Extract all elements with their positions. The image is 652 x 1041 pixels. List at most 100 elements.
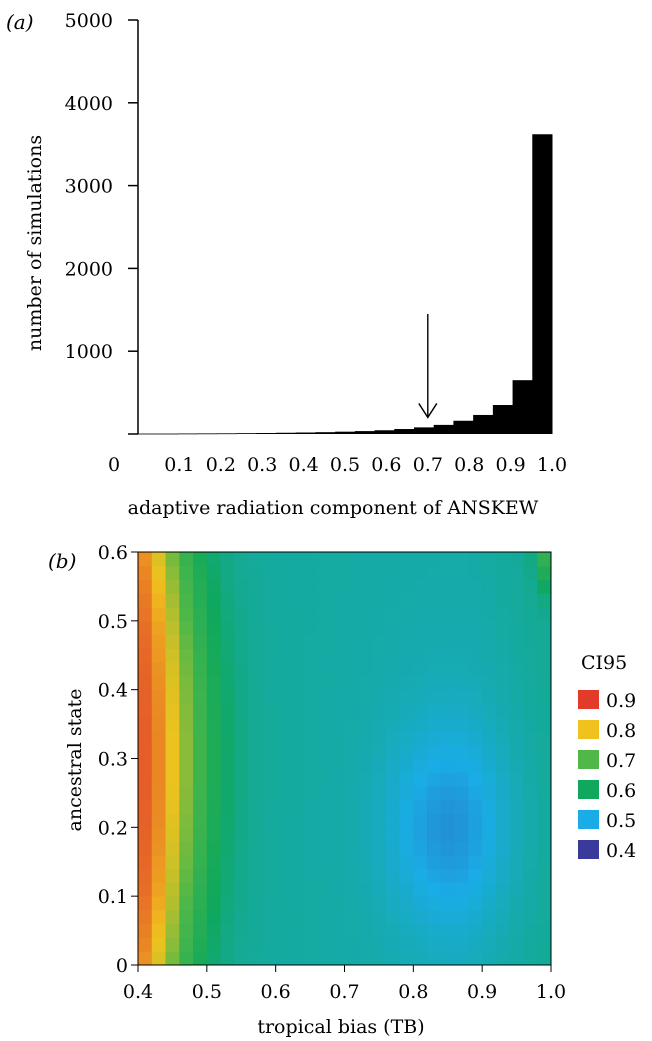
heatmap-cell [151, 565, 166, 580]
x-tick-label: 0 [108, 454, 120, 476]
heatmap-cell [523, 841, 538, 856]
heatmap-cell [399, 648, 414, 663]
heatmap-cell [165, 786, 180, 801]
heatmap-cell [151, 717, 166, 732]
heatmap-cell [427, 579, 442, 594]
heatmap-cell [193, 689, 208, 704]
heatmap-cell [248, 689, 263, 704]
heatmap-cell [413, 937, 428, 952]
heatmap-cell [316, 730, 332, 746]
heatmap-cell [482, 662, 497, 677]
heatmap-cell [537, 882, 552, 897]
heatmap-cell [385, 662, 400, 677]
heatmap-cell [537, 730, 552, 746]
heatmap-cell [193, 675, 208, 691]
heatmap-cell [344, 896, 359, 911]
heatmap-cell [440, 786, 456, 801]
heatmap-cell [372, 717, 387, 732]
heatmap-cell [193, 882, 208, 897]
heatmap-cell [454, 786, 469, 801]
heatmap-cell [289, 675, 304, 691]
heatmap-cell [537, 786, 552, 801]
heatmap-cell [440, 772, 456, 787]
heatmap-cell [537, 675, 552, 691]
heatmap-cell [138, 579, 153, 594]
heatmap-cell [193, 854, 208, 870]
heatmap-cell [179, 813, 194, 828]
heatmap-cell [138, 648, 153, 663]
heatmap-cell [289, 896, 304, 911]
heatmap-cell [179, 909, 194, 925]
heatmap-cell [413, 854, 428, 870]
heatmap-cell [193, 730, 208, 746]
heatmap-cell [482, 896, 497, 911]
heatmap-cell [275, 786, 290, 801]
heatmap-cell [413, 758, 428, 773]
heatmap-cell [138, 882, 153, 897]
heatmap-cell [482, 552, 497, 567]
heatmap-cell [261, 717, 277, 732]
heatmap-cell [330, 882, 345, 897]
heatmap-cell [537, 799, 552, 814]
heatmap-cell [523, 896, 538, 911]
heatmap-cell [385, 593, 400, 608]
heatmap-cell [165, 730, 180, 746]
heatmap-cell [275, 565, 290, 580]
heatmap-cell [179, 703, 194, 718]
heatmap-cell [138, 662, 153, 677]
heatmap-cell [440, 689, 456, 704]
heatmap-cell [454, 620, 469, 635]
heatmap-cell [261, 607, 277, 622]
heatmap-cell [330, 813, 345, 828]
heatmap-cell [399, 827, 414, 842]
heatmap-cell [138, 758, 153, 773]
heatmap-cell [537, 607, 552, 622]
heatmap-cell [468, 593, 483, 608]
heatmap-cell [482, 620, 497, 635]
heatmap-cell [179, 882, 194, 897]
heatmap-cell [261, 799, 277, 814]
heatmap-cell [358, 786, 373, 801]
heatmap-cell [220, 937, 235, 952]
heatmap-cell [179, 951, 194, 966]
heatmap-cell [234, 923, 249, 938]
heatmap-cell [509, 675, 524, 691]
heatmap-cell [330, 607, 345, 622]
heatmap-cell [193, 937, 208, 952]
heatmap-cell [275, 634, 290, 649]
heatmap-cell [165, 937, 180, 952]
heatmap-cell [234, 703, 249, 718]
heatmap-cell [344, 730, 359, 746]
heatmap-cell [138, 689, 153, 704]
heatmap-cell [385, 854, 400, 870]
heatmap-cell [468, 854, 483, 870]
heatmap-cell [344, 923, 359, 938]
heatmap-x-tick-label: 0.7 [329, 981, 359, 1003]
heatmap-cell [372, 662, 387, 677]
heatmap-cell [330, 758, 345, 773]
heatmap-cell [358, 593, 373, 608]
heatmap-cell [427, 923, 442, 938]
heatmap-cell [344, 717, 359, 732]
heatmap-cell [427, 689, 442, 704]
heatmap-cell [358, 896, 373, 911]
heatmap-cell [151, 799, 166, 814]
heatmap-cell [151, 730, 166, 746]
heatmap-cell [537, 923, 552, 938]
heatmap-cell [509, 854, 524, 870]
heatmap-cell [316, 923, 332, 938]
heatmap-cell [468, 786, 483, 801]
heatmap-cell [454, 607, 469, 622]
heatmap-cell [151, 552, 166, 567]
heatmap-cell [289, 772, 304, 787]
heatmap-cell [165, 882, 180, 897]
heatmap-cell [206, 937, 221, 952]
heatmap-cell [509, 827, 524, 842]
heatmap-cell [330, 951, 345, 966]
heatmap-cell [482, 786, 497, 801]
heatmap-cell [289, 854, 304, 870]
heatmap-cell [523, 662, 538, 677]
heatmap-x-tick-label: 0.6 [261, 981, 291, 1003]
heatmap-cell [165, 896, 180, 911]
heatmap-cell [372, 854, 387, 870]
